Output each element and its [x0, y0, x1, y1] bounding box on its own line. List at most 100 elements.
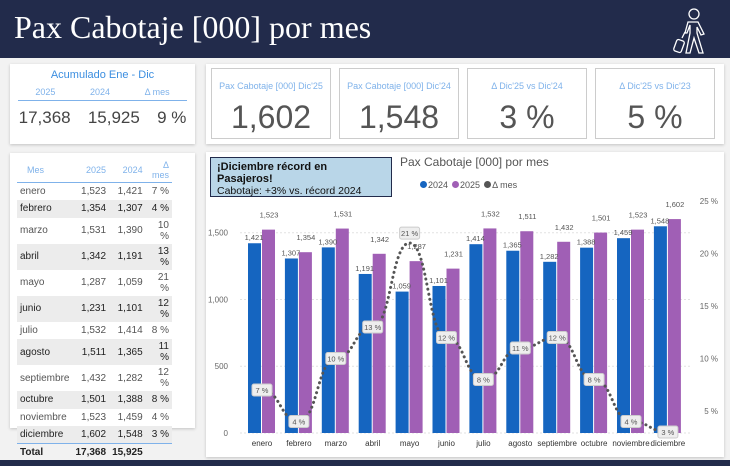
table-row[interactable]: febrero 1,354 1,307 4 %: [17, 200, 172, 218]
bar-2024[interactable]: [248, 243, 261, 433]
footer-bar: [0, 460, 730, 466]
delta-label-box: [436, 331, 457, 344]
bar-2024[interactable]: [358, 273, 372, 433]
table-cell: 1,548: [109, 426, 146, 444]
data-label-2024: 1,191: [355, 264, 374, 273]
legend-2025[interactable]: 2025: [452, 180, 480, 190]
left-tick-label: 500: [215, 362, 229, 371]
bar-2025[interactable]: [520, 231, 534, 433]
table-row[interactable]: noviembre 1,523 1,459 4 %: [17, 409, 172, 427]
bar-2024[interactable]: [580, 247, 594, 433]
table-cell: enero: [20, 186, 46, 197]
table-cell: 1,459: [117, 411, 143, 423]
table-row[interactable]: enero 1,523 1,421 7 %: [17, 183, 172, 201]
bar-2025[interactable]: [409, 261, 423, 433]
table-cell: 1,531: [81, 225, 107, 236]
bar-2025[interactable]: [262, 229, 275, 433]
bar-2025[interactable]: [372, 253, 386, 433]
legend-dot-2024: [420, 181, 427, 188]
kpi-delta-23: Δ Dic'25 vs Dic'23 5 %: [595, 68, 715, 139]
bar-2025[interactable]: [335, 228, 349, 433]
left-tick-label: 0: [224, 429, 229, 438]
header-2024[interactable]: 2024: [109, 158, 146, 183]
table-cell: 1,059: [117, 277, 143, 288]
left-tick-label: 1,500: [208, 229, 229, 238]
delta-label-box: [288, 415, 310, 428]
bar-2024[interactable]: [432, 285, 446, 433]
legend-2024[interactable]: 2024: [420, 180, 448, 190]
table-row[interactable]: octubre 1,501 1,388 8 %: [17, 391, 172, 409]
x-tick-label: enero: [252, 439, 273, 448]
data-label-2025: 1,532: [481, 209, 500, 218]
bar-2025[interactable]: [483, 228, 497, 433]
bar-2024[interactable]: [284, 258, 298, 433]
bar-2025[interactable]: [631, 229, 644, 433]
table-cell: marzo: [20, 225, 48, 236]
table-cell: 10 %: [157, 219, 169, 242]
total-cell: 15,925: [109, 443, 146, 461]
header-bar: Pax Cabotaje [000] por mes: [0, 0, 730, 58]
header-mes[interactable]: Mes: [17, 158, 73, 183]
table-row[interactable]: julio 1,532 1,414 8 %: [17, 322, 172, 340]
bar-2025[interactable]: [667, 219, 681, 433]
table-cell: octubre: [17, 391, 73, 409]
table-row[interactable]: junio 1,231 1,101 12 %: [17, 295, 172, 322]
right-tick-label: 5 %: [704, 407, 718, 416]
table-total-row: Total 17,368 15,925: [17, 443, 172, 461]
table-cell: 11 %: [145, 339, 172, 365]
data-label-2024: 1,390: [318, 237, 337, 246]
delta-label-box: [657, 425, 679, 439]
data-label-2025: 1,602: [666, 200, 685, 209]
table-cell: agosto: [17, 339, 73, 365]
total-cell: [145, 443, 172, 461]
table-row[interactable]: septiembre 1,432 1,282 12 %: [17, 365, 172, 391]
data-label-2024: 1,414: [466, 234, 485, 243]
bar-2024[interactable]: [543, 261, 557, 433]
delta-data-label: 8 %: [588, 376, 601, 385]
table-row[interactable]: mayo 1,287 1,059 21 %: [17, 270, 172, 296]
kpi-delta-24: Δ Dic'25 vs Dic'24 3 %: [467, 68, 587, 139]
bar-2025[interactable]: [594, 232, 608, 433]
bar-2025[interactable]: [446, 268, 460, 433]
table-cell: 1,523: [81, 186, 107, 197]
col-delta[interactable]: Δ mes: [144, 87, 170, 97]
table-row[interactable]: abril 1,342 1,191 13 %: [17, 243, 172, 270]
kpi-value: 1,548: [358, 99, 440, 135]
bar-2024[interactable]: [395, 291, 409, 433]
delta-data-label: 3 %: [661, 428, 674, 437]
delta-data-label: 21 %: [401, 229, 418, 238]
bar-2024[interactable]: [617, 238, 630, 433]
data-label-2025: 1,231: [444, 250, 463, 259]
table-cell: 13 %: [145, 243, 172, 270]
bar-2024[interactable]: [653, 226, 667, 433]
table-cell: 8 %: [151, 324, 169, 336]
header-delta[interactable]: Δ mes: [145, 158, 172, 183]
bar-2025[interactable]: [298, 252, 312, 433]
header-2025[interactable]: 2025: [72, 158, 110, 183]
col-2025[interactable]: 2025: [35, 87, 56, 97]
delta-label-box: [509, 341, 531, 355]
x-tick-label: octubre: [581, 439, 608, 448]
kpi-label: Δ Dic'25 vs Dic'24: [491, 81, 563, 91]
legend-delta[interactable]: Δ mes: [484, 180, 517, 190]
data-label-2024: 1,388: [577, 238, 596, 247]
kpi-label: Δ Dic'25 vs Dic'23: [619, 81, 691, 91]
table-cell: 1,390: [117, 225, 143, 236]
table-cell: 4 %: [145, 200, 172, 218]
table-row[interactable]: agosto 1,511 1,365 11 %: [17, 339, 172, 365]
table-row[interactable]: diciembre 1,602 1,548 3 %: [17, 426, 172, 444]
data-label-2024: 1,548: [651, 216, 670, 225]
table-row[interactable]: marzo 1,531 1,390 10 %: [17, 218, 172, 244]
delta-data-label: 7 %: [256, 386, 269, 395]
right-tick-label: 25 %: [700, 197, 718, 206]
x-tick-label: febrero: [286, 439, 312, 448]
acum-2024: 15,925: [87, 108, 140, 127]
x-tick-label: noviembre: [612, 439, 650, 448]
kpi-value: 1,602: [230, 99, 312, 135]
delta-label-box: [472, 373, 494, 386]
col-2024[interactable]: 2024: [89, 87, 110, 97]
x-tick-label: julio: [475, 439, 491, 448]
bar-2024[interactable]: [469, 244, 483, 433]
bar-2024[interactable]: [321, 247, 335, 433]
